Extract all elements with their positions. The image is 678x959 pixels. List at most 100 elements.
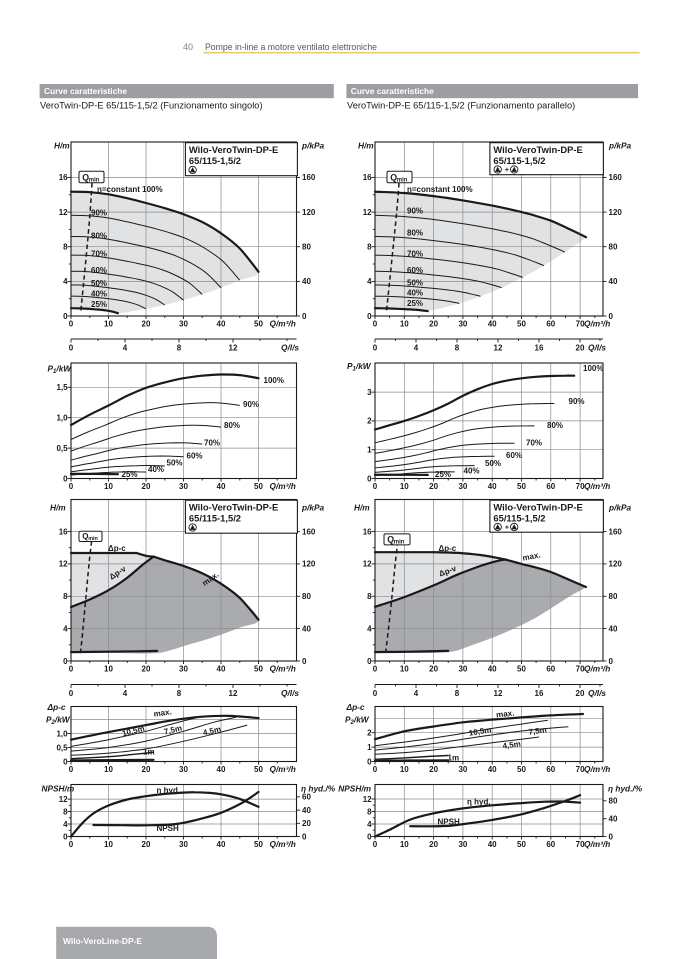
svg-text:20: 20 [142,840,151,849]
svg-text:25%: 25% [122,470,138,479]
svg-text:50: 50 [254,840,263,849]
svg-text:n=constant 100%: n=constant 100% [407,185,473,194]
svg-text:12: 12 [363,795,372,804]
svg-text:20: 20 [302,819,311,828]
svg-text:90%: 90% [243,400,259,409]
svg-text:NPSH/m: NPSH/m [42,784,75,794]
svg-text:P2/kW: P2/kW [46,715,71,727]
svg-text:p/kPa: p/kPa [608,141,632,151]
svg-text:n=constant 100%: n=constant 100% [97,185,163,194]
svg-text:40: 40 [217,482,226,491]
svg-text:12: 12 [494,344,503,353]
svg-text:Δp-c: Δp-c [346,702,365,712]
svg-text:Q: Q [82,172,89,182]
svg-text:70%: 70% [526,439,542,448]
svg-text:10: 10 [400,482,409,491]
svg-text:1: 1 [367,743,372,752]
svg-text:10: 10 [104,840,113,849]
svg-text:50: 50 [254,320,263,329]
svg-text:40: 40 [217,840,226,849]
svg-text:4: 4 [414,689,419,698]
svg-text:40: 40 [302,806,311,815]
svg-text:40%: 40% [91,290,107,299]
svg-text:Δp-c: Δp-c [47,702,66,712]
svg-text:P1/kW: P1/kW [48,364,73,376]
svg-text:0: 0 [63,312,68,321]
svg-text:70: 70 [576,765,585,774]
svg-text:2: 2 [367,417,372,426]
svg-text:4: 4 [367,624,372,633]
svg-text:min: min [394,539,405,545]
svg-text:4: 4 [367,820,372,829]
svg-text:80: 80 [609,592,618,601]
svg-text:65/115-1,5/2: 65/115-1,5/2 [189,513,241,524]
svg-text:40: 40 [302,277,311,286]
svg-text:40%: 40% [464,467,480,476]
svg-text:40: 40 [302,624,311,633]
svg-text:H/m: H/m [54,141,70,151]
svg-text:12: 12 [363,208,372,217]
svg-text:90%: 90% [91,209,107,218]
svg-text:Q/m³/h: Q/m³/h [584,764,610,774]
svg-text:12: 12 [59,560,68,569]
svg-text:Q: Q [387,535,394,545]
svg-text:12: 12 [59,795,68,804]
svg-text:25%: 25% [407,299,423,308]
svg-text:20: 20 [142,765,151,774]
svg-text:80: 80 [302,592,311,601]
svg-text:30: 30 [458,665,467,674]
svg-text:2: 2 [367,729,372,738]
svg-text:Curve caratteristiche: Curve caratteristiche [44,87,128,96]
svg-text:60%: 60% [506,451,522,460]
svg-text:0: 0 [367,657,372,666]
svg-text:60: 60 [546,765,555,774]
svg-text:40: 40 [183,42,193,52]
svg-text:70%: 70% [204,439,220,448]
svg-text:65/115-1,5/2: 65/115-1,5/2 [493,155,545,166]
svg-text:Q/m³/h: Q/m³/h [270,764,296,774]
svg-text:90%: 90% [569,397,585,406]
svg-text:4,5m: 4,5m [202,725,222,738]
svg-text:Q/m³/h: Q/m³/h [270,839,296,849]
svg-text:80%: 80% [91,232,107,241]
svg-text:40: 40 [609,815,618,824]
svg-text:0: 0 [373,482,378,491]
svg-text:16: 16 [535,344,544,353]
svg-text:10: 10 [400,320,409,329]
svg-text:0: 0 [69,344,74,353]
svg-text:40: 40 [488,320,497,329]
svg-text:40: 40 [217,665,226,674]
svg-text:20: 20 [429,840,438,849]
svg-text:40: 40 [217,320,226,329]
svg-text:60%: 60% [91,266,107,275]
svg-text:30: 30 [458,765,467,774]
svg-text:10: 10 [400,665,409,674]
svg-text:1,0: 1,0 [56,729,68,738]
svg-text:7,5m: 7,5m [163,724,183,737]
svg-text:0: 0 [69,765,74,774]
svg-text:8: 8 [367,592,372,601]
svg-text:80%: 80% [407,229,423,238]
svg-text:max.: max. [153,707,172,718]
svg-text:p/kPa: p/kPa [301,141,325,151]
svg-text:70: 70 [576,320,585,329]
svg-text:30: 30 [179,665,188,674]
svg-text:0: 0 [373,320,378,329]
svg-text:Q: Q [390,172,397,182]
svg-text:8: 8 [63,592,68,601]
svg-text:60%: 60% [407,266,423,275]
svg-text:H/m: H/m [358,141,374,151]
svg-text:0: 0 [69,840,74,849]
svg-text:4: 4 [123,344,128,353]
svg-text:120: 120 [609,208,623,217]
svg-text:0: 0 [609,657,614,666]
svg-text:Q: Q [82,532,88,541]
svg-text:50: 50 [517,320,526,329]
svg-text:0: 0 [373,344,378,353]
svg-text:70%: 70% [407,250,423,259]
svg-text:16: 16 [59,527,68,536]
svg-text:8: 8 [177,344,182,353]
svg-text:0: 0 [63,757,68,766]
svg-text:η hyd.: η hyd. [467,798,491,807]
svg-text:max.: max. [522,550,542,562]
